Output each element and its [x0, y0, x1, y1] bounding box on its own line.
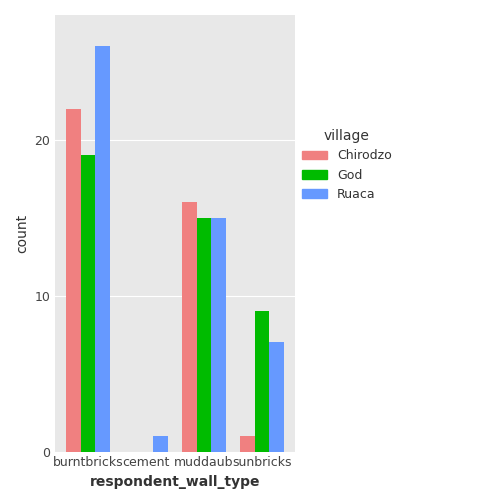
Bar	[95, 46, 110, 452]
Bar	[211, 218, 226, 452]
X-axis label: respondent_wall_type: respondent_wall_type	[90, 475, 260, 489]
Bar	[182, 202, 197, 452]
Bar	[255, 311, 269, 452]
Legend: Chirodzo, God, Ruaca: Chirodzo, God, Ruaca	[297, 124, 397, 206]
Y-axis label: count: count	[15, 214, 29, 253]
Bar	[81, 155, 95, 452]
Bar	[197, 218, 211, 452]
Bar	[240, 436, 255, 452]
Bar	[269, 342, 284, 452]
Bar	[153, 436, 168, 452]
Bar	[66, 108, 81, 452]
